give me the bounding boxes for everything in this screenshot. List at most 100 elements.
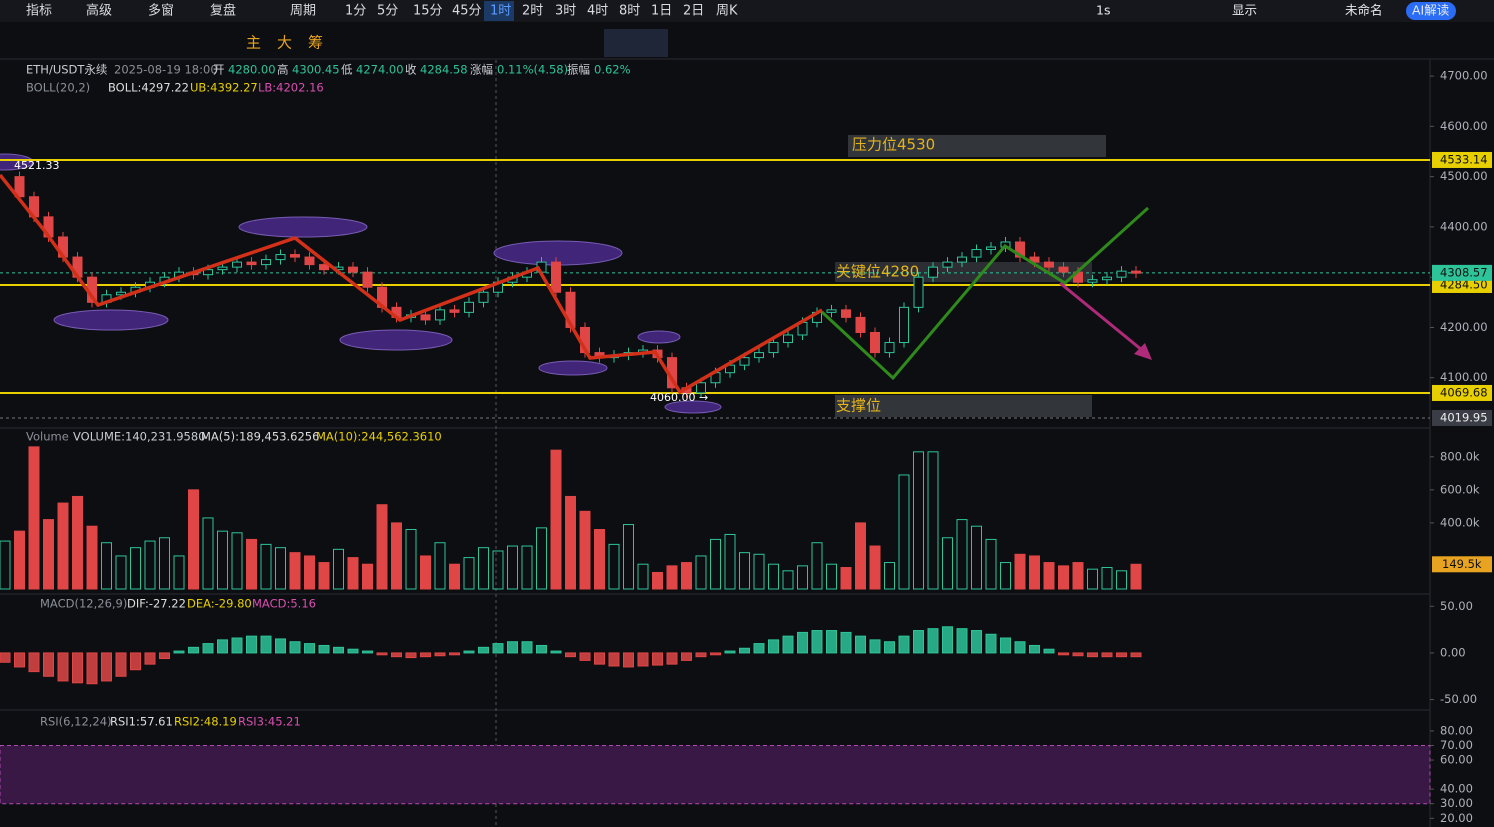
volume-bar [405,529,417,590]
toolbar-item[interactable]: 周K [716,4,738,19]
rsi-title: RSI(6,12,24) [40,715,112,729]
toolbar-item[interactable]: 45分 [452,4,482,19]
y-tick-label: 30.00 [1440,796,1473,810]
macd-bar [449,652,460,656]
macd-bar [768,639,779,654]
macd-bar [101,652,112,682]
value: 4300.45 [292,63,340,77]
toolbar-item[interactable]: AI解读 [1412,3,1449,18]
toolbar-item[interactable]: 15分 [413,4,443,19]
macd-bar [333,646,344,654]
toolbar-item[interactable]: 复盘 [210,3,236,19]
price-tag [1432,276,1492,293]
volume-bar [101,542,112,590]
y-tick-label: 60.00 [1440,753,1473,767]
volume-bar [507,545,518,590]
candle [1087,279,1098,283]
tool[interactable]: 筹 [308,34,323,52]
macd-bar [579,652,591,661]
tool[interactable]: 主 [246,34,261,52]
volume-bar [608,543,620,590]
volume-bar [14,530,25,590]
macd-bar [72,652,83,684]
candle [1044,261,1054,268]
volume-bar [985,538,997,590]
label: 开 [213,63,225,77]
volume-bar [420,555,431,590]
macd-bar [797,631,808,654]
toolbar-item[interactable]: 高级 [86,3,112,19]
volume-bar [463,557,475,590]
label: 收 [405,63,417,77]
macd-bar [115,652,127,677]
volume-bar [1000,562,1011,590]
rsi3: RSI3:45.21 [238,715,301,729]
volume-bar [681,562,692,590]
toolbar-item[interactable]: 显示 [1232,3,1257,18]
volume-bar [347,557,359,590]
candle [203,269,213,276]
candle [957,256,967,263]
trend-drawings [0,173,1152,395]
y-tick-label: 4100.00 [1440,370,1488,384]
candle [913,276,924,308]
y-tick-label: 20.00 [1440,811,1473,825]
y-tick-label: -50.00 [1440,692,1477,706]
macd-bar [14,652,25,668]
macd-bar [536,644,547,654]
macd-bar [985,633,997,654]
toolbar-item[interactable]: 8时 [619,4,640,19]
toolbar-item[interactable]: 4时 [587,4,608,19]
value: 4284.58 [420,63,468,77]
toolbar-item[interactable]: 周期 [290,4,316,19]
dif: DIF:-27.22 [127,597,186,611]
macd-bar [492,643,504,654]
y-tick-label: 800.0k [1440,449,1480,463]
tool[interactable]: 大 [277,34,292,52]
toolbar-item[interactable]: 1s [1096,3,1110,18]
toolbar-item[interactable]: 多窗 [148,3,174,19]
volume-bar [173,555,185,590]
toolbar-item[interactable]: 未命名 [1345,3,1383,18]
volume-bar [434,542,446,590]
y-tick-label: 80.00 [1440,723,1473,737]
volume-bar [971,525,982,590]
toolbar-item[interactable]: 2时 [522,4,543,19]
time: 2025-08-19 18:00 [114,63,218,77]
y-tick-label: 4700.00 [1440,69,1488,83]
headers: ETH/USDT永续 2025-08-19 18:00 开 4280.00 高 … [26,63,631,729]
candle [449,309,460,313]
vol-ma10: MA(10):244,562.3610 [316,430,442,444]
macd-bar [681,652,692,661]
toolbar-item[interactable]: 5分 [377,4,398,19]
toolbar-item[interactable]: 2日 [683,4,704,19]
toolbar-item[interactable]: 指标 [26,4,52,19]
candle [232,261,242,268]
ellipse [339,329,453,351]
candle [551,261,561,293]
macd-bar [246,635,257,654]
price-tag-label: 4069.68 [1440,385,1488,399]
toolbar-item[interactable]: 3时 [555,4,576,19]
volume-bar [72,495,83,590]
volume-bar [188,489,199,590]
candle [304,256,315,266]
volume-bar [362,563,373,590]
macd-bar [304,643,315,654]
draw-toolbar [0,28,700,58]
candle [261,259,271,266]
volume-bar [376,504,388,590]
volume-bar [550,449,562,590]
dea: DEA:-29.80 [187,597,252,611]
toolbar-item[interactable]: 1分 [345,4,366,19]
y-tick-label: 400.0k [1440,515,1480,529]
vol-ma5: MA(5):189,453.6256 [201,430,319,444]
toolbar-item[interactable]: 1时 [490,4,511,19]
volume-bar [449,563,460,590]
ai-button[interactable] [1406,2,1456,20]
toolbar-item[interactable]: 1日 [651,4,672,19]
macd-bar [666,652,678,665]
arrow-purple [1059,281,1149,357]
